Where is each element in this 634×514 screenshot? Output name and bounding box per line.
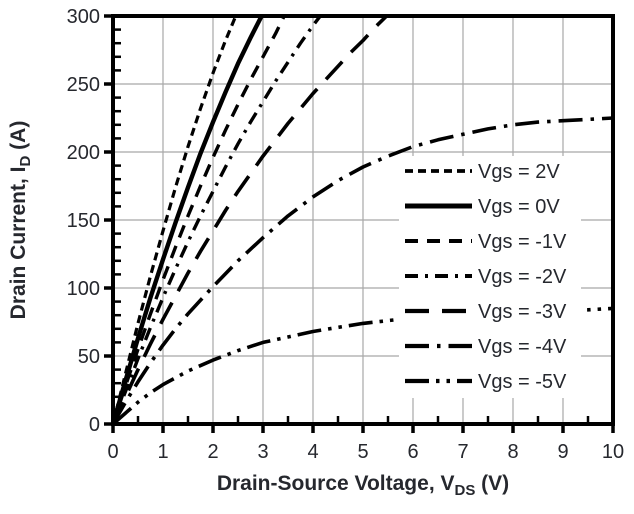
legend-label-vgs-5v: Vgs = -5V bbox=[478, 371, 567, 393]
x-tick-label: 1 bbox=[157, 441, 168, 463]
x-tick-label: 10 bbox=[602, 441, 624, 463]
y-tick-label: 0 bbox=[89, 414, 100, 436]
y-axis-title-subscript: D bbox=[17, 155, 34, 166]
curve-vgs-2v bbox=[113, 16, 323, 424]
x-tick-label: 3 bbox=[257, 441, 268, 463]
y-tick-label: 150 bbox=[67, 210, 100, 232]
legend-label-vgs-0v: Vgs = 0V bbox=[478, 196, 560, 218]
curve-vgs-3v bbox=[113, 16, 390, 424]
y-tick-label: 100 bbox=[67, 278, 100, 300]
curve-vgs-2v bbox=[113, 16, 238, 424]
axis-ticks bbox=[104, 14, 615, 433]
x-tick-label: 0 bbox=[107, 441, 118, 463]
y-tick-label: 200 bbox=[67, 142, 100, 164]
x-axis-title: Drain-Source Voltage, VDS (V) bbox=[217, 472, 509, 499]
curve-vgs-1v bbox=[113, 16, 287, 424]
x-axis-title-main: Drain-Source Voltage, V bbox=[217, 472, 455, 495]
curve-vgs-4v bbox=[113, 116, 613, 424]
legend-label-vgs-3v: Vgs = -3V bbox=[478, 301, 567, 323]
y-tick-label: 50 bbox=[78, 346, 100, 368]
curve-vgs-0v bbox=[113, 16, 265, 424]
y-axis-title: Drain Current, ID (A) bbox=[7, 121, 34, 320]
x-tick-label: 8 bbox=[507, 441, 518, 463]
legend-label-vgs-4v: Vgs = -4V bbox=[478, 336, 567, 358]
y-axis-title-main: Drain Current, I bbox=[7, 166, 30, 319]
y-tick-label: 300 bbox=[67, 6, 100, 28]
x-axis-title-subscript: DS bbox=[455, 482, 476, 499]
legend-label-vgs-2v: Vgs = -2V bbox=[478, 266, 567, 288]
x-tick-label: 4 bbox=[307, 441, 318, 463]
x-tick-label: 7 bbox=[457, 441, 468, 463]
legend-label-vgs-2v: Vgs = 2V bbox=[478, 161, 560, 183]
legend-label-vgs-1v: Vgs = -1V bbox=[478, 231, 567, 253]
x-tick-label: 5 bbox=[357, 441, 368, 463]
x-tick-label: 2 bbox=[207, 441, 218, 463]
y-tick-label: 250 bbox=[67, 74, 100, 96]
x-tick-label: 9 bbox=[557, 441, 568, 463]
legend-background bbox=[399, 156, 581, 398]
y-axis-title-suffix: (A) bbox=[7, 121, 30, 156]
x-tick-label: 6 bbox=[407, 441, 418, 463]
x-axis-title-suffix: (V) bbox=[475, 472, 509, 495]
legend: Vgs = 2V Vgs = 0V Vgs = -1V Vgs = -2V Vgs = … bbox=[399, 156, 581, 398]
